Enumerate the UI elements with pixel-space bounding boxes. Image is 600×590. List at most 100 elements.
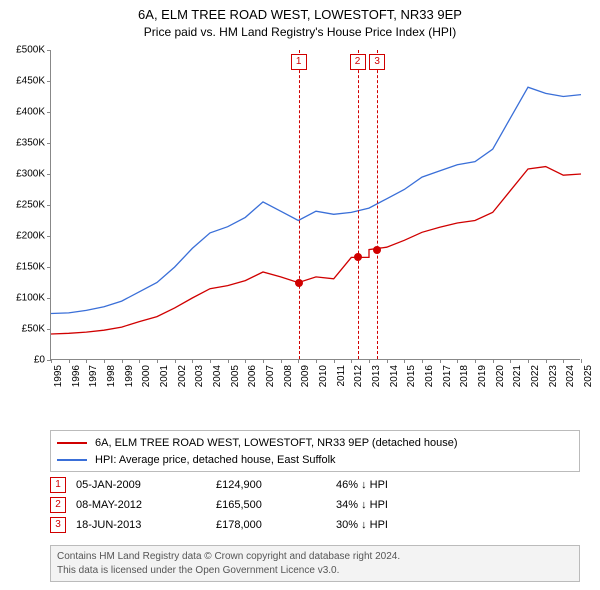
x-axis-label: 2023 (548, 365, 559, 387)
event-row-pct: 46% ↓ HPI (336, 479, 388, 491)
x-axis-label: 2006 (247, 365, 258, 387)
legend: 6A, ELM TREE ROAD WEST, LOWESTOFT, NR33 … (50, 430, 580, 472)
x-tick (581, 359, 582, 363)
legend-label-property: 6A, ELM TREE ROAD WEST, LOWESTOFT, NR33 … (95, 435, 458, 452)
y-axis-label: £250K (16, 200, 45, 211)
x-axis-label: 2019 (477, 365, 488, 387)
event-row: 318-JUN-2013£178,00030% ↓ HPI (50, 515, 580, 535)
y-tick (47, 143, 51, 144)
y-axis-label: £200K (16, 231, 45, 242)
y-tick (47, 81, 51, 82)
x-tick (546, 359, 547, 363)
title-line-2: Price paid vs. HM Land Registry's House … (0, 24, 600, 40)
x-axis-label: 2021 (512, 365, 523, 387)
chart: 123 £0£50K£100K£150K£200K£250K£300K£350K… (50, 50, 580, 390)
y-axis-label: £50K (22, 324, 45, 335)
title-line-1: 6A, ELM TREE ROAD WEST, LOWESTOFT, NR33 … (0, 6, 600, 24)
x-axis-label: 2012 (353, 365, 364, 387)
x-tick (404, 359, 405, 363)
x-tick (139, 359, 140, 363)
x-tick (351, 359, 352, 363)
event-dot (354, 253, 362, 261)
x-axis-label: 2005 (230, 365, 241, 387)
x-axis-label: 2024 (565, 365, 576, 387)
y-axis-label: £150K (16, 262, 45, 273)
x-axis-label: 2015 (406, 365, 417, 387)
y-axis-label: £450K (16, 76, 45, 87)
x-axis-label: 2014 (389, 365, 400, 387)
x-tick (175, 359, 176, 363)
x-tick (316, 359, 317, 363)
y-axis-label: £350K (16, 138, 45, 149)
x-axis-label: 2007 (265, 365, 276, 387)
x-tick (228, 359, 229, 363)
x-tick (422, 359, 423, 363)
event-row-pct: 34% ↓ HPI (336, 499, 388, 511)
y-axis-label: £0 (34, 355, 45, 366)
y-axis-label: £100K (16, 293, 45, 304)
event-marker-line (377, 50, 378, 359)
event-marker-line (299, 50, 300, 359)
y-axis-label: £400K (16, 107, 45, 118)
x-axis-label: 2001 (159, 365, 170, 387)
x-axis-label: 1999 (124, 365, 135, 387)
x-axis-label: 2022 (530, 365, 541, 387)
y-axis-label: £500K (16, 45, 45, 56)
y-tick (47, 329, 51, 330)
x-axis-label: 1997 (88, 365, 99, 387)
x-axis-label: 2004 (212, 365, 223, 387)
x-tick (263, 359, 264, 363)
x-tick (528, 359, 529, 363)
x-tick (51, 359, 52, 363)
x-tick (493, 359, 494, 363)
y-tick (47, 112, 51, 113)
x-axis-label: 2020 (495, 365, 506, 387)
x-tick (298, 359, 299, 363)
event-dot (373, 246, 381, 254)
event-row-price: £124,900 (216, 479, 326, 491)
legend-row-property: 6A, ELM TREE ROAD WEST, LOWESTOFT, NR33 … (57, 435, 573, 452)
legend-swatch-property (57, 442, 87, 444)
event-row: 1 05-JAN-2009 £124,900 46% ↓ HPI (50, 475, 580, 495)
legend-row-hpi: HPI: Average price, detached house, East… (57, 452, 573, 469)
x-tick (563, 359, 564, 363)
y-tick (47, 298, 51, 299)
event-marker-line (358, 50, 359, 359)
event-row-badge: 3 (50, 517, 66, 533)
x-axis-label: 2016 (424, 365, 435, 387)
x-axis-label: 2010 (318, 365, 329, 387)
x-tick (122, 359, 123, 363)
root: 6A, ELM TREE ROAD WEST, LOWESTOFT, NR33 … (0, 0, 600, 590)
x-axis-label: 2025 (583, 365, 594, 387)
event-row-date: 18-JUN-2013 (76, 519, 206, 531)
legend-label-hpi: HPI: Average price, detached house, East… (95, 452, 336, 469)
x-tick (387, 359, 388, 363)
x-tick (104, 359, 105, 363)
y-tick (47, 267, 51, 268)
event-marker-badge: 1 (291, 54, 307, 70)
x-tick (334, 359, 335, 363)
event-marker-badge: 3 (369, 54, 385, 70)
x-axis-label: 2009 (300, 365, 311, 387)
x-axis-label: 2008 (283, 365, 294, 387)
x-tick (192, 359, 193, 363)
x-axis-label: 1996 (71, 365, 82, 387)
footer-box: Contains HM Land Registry data © Crown c… (50, 545, 580, 582)
x-tick (369, 359, 370, 363)
x-axis-label: 2018 (459, 365, 470, 387)
x-tick (245, 359, 246, 363)
footer-line-1: Contains HM Land Registry data © Crown c… (57, 550, 573, 564)
x-tick (475, 359, 476, 363)
x-axis-label: 2013 (371, 365, 382, 387)
event-row-badge: 1 (50, 477, 66, 493)
x-tick (281, 359, 282, 363)
event-row-price: £165,500 (216, 499, 326, 511)
x-axis-label: 2002 (177, 365, 188, 387)
series-svg (51, 50, 581, 360)
event-dot (295, 279, 303, 287)
event-row-date: 05-JAN-2009 (76, 479, 206, 491)
x-tick (457, 359, 458, 363)
x-tick (510, 359, 511, 363)
x-tick (210, 359, 211, 363)
x-tick (86, 359, 87, 363)
